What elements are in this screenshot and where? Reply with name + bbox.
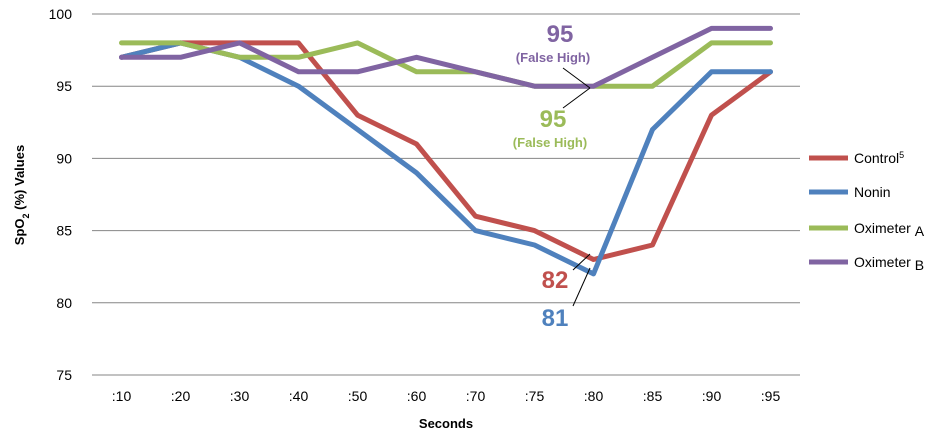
legend-label-2: Oximeter A <box>854 220 925 239</box>
y-axis-title-main: SpO <box>12 218 27 245</box>
x-tick-label: :80 <box>584 388 604 404</box>
legend-label-1: Nonin <box>854 184 891 200</box>
x-tick-label: :90 <box>702 388 722 404</box>
y-tick-label: 95 <box>56 78 72 94</box>
annotation-value: 82 <box>542 267 569 294</box>
y-tick-label: 100 <box>49 6 73 22</box>
legend-label-0: Control5 <box>854 150 904 166</box>
x-tick-label: :60 <box>407 388 427 404</box>
x-tick-label: :30 <box>230 388 250 404</box>
x-tick-label: :95 <box>761 388 781 404</box>
x-axis-title: Seconds <box>419 416 473 431</box>
annotation-leader <box>572 253 591 271</box>
y-axis-title-subscript: 2 <box>21 213 31 218</box>
legend-label-name: Control <box>854 150 899 166</box>
y-tick-label: 80 <box>56 295 72 311</box>
x-tick-label: :50 <box>348 388 368 404</box>
y-axis-title: SpO2 (%) Values <box>12 145 31 245</box>
annotation-note: (False High) <box>516 50 590 65</box>
legend-label-superscript: 5 <box>899 150 904 160</box>
x-tick-label: :10 <box>112 388 132 404</box>
annotation-leader <box>562 87 591 109</box>
series-line-0 <box>119 40 773 262</box>
legend-label-name: Oximeter <box>854 254 911 270</box>
gridlines <box>92 13 800 304</box>
legend-label-3: Oximeter B <box>854 254 924 273</box>
x-tick-label: :20 <box>171 388 191 404</box>
y-axis-ticks: 75 80 85 90 95 100 <box>49 6 73 383</box>
annotation-note: (False High) <box>513 135 587 150</box>
legend-label-name: Nonin <box>854 184 891 200</box>
series-line-2 <box>119 40 773 89</box>
annotation-value: 95 <box>540 106 567 133</box>
y-tick-label: 90 <box>56 150 72 166</box>
annotation-value: 95 <box>547 21 574 48</box>
x-tick-label: :75 <box>525 388 545 404</box>
legend-label-suffix: A <box>915 223 925 239</box>
series-lines <box>119 25 773 277</box>
x-tick-label: :70 <box>466 388 486 404</box>
annotation-leader <box>572 267 591 307</box>
annotation-value: 81 <box>542 305 569 332</box>
x-tick-label: :85 <box>643 388 663 404</box>
series-line-3 <box>119 25 773 89</box>
annotations: 95 (False High) 95 (False High) 82 81 <box>513 21 591 332</box>
annotation-leader <box>562 67 591 89</box>
y-tick-label: 75 <box>56 367 72 383</box>
x-tick-label: :40 <box>289 388 309 404</box>
y-axis-title-rest: (%) Values <box>12 145 27 214</box>
x-axis-ticks: :10 :20 :30 :40 :50 :60 :70 :75 :80 :85 :90 :95 <box>112 388 781 404</box>
legend-label-suffix: B <box>915 257 924 273</box>
legend-label-name: Oximeter <box>854 220 911 236</box>
y-tick-label: 85 <box>56 223 72 239</box>
